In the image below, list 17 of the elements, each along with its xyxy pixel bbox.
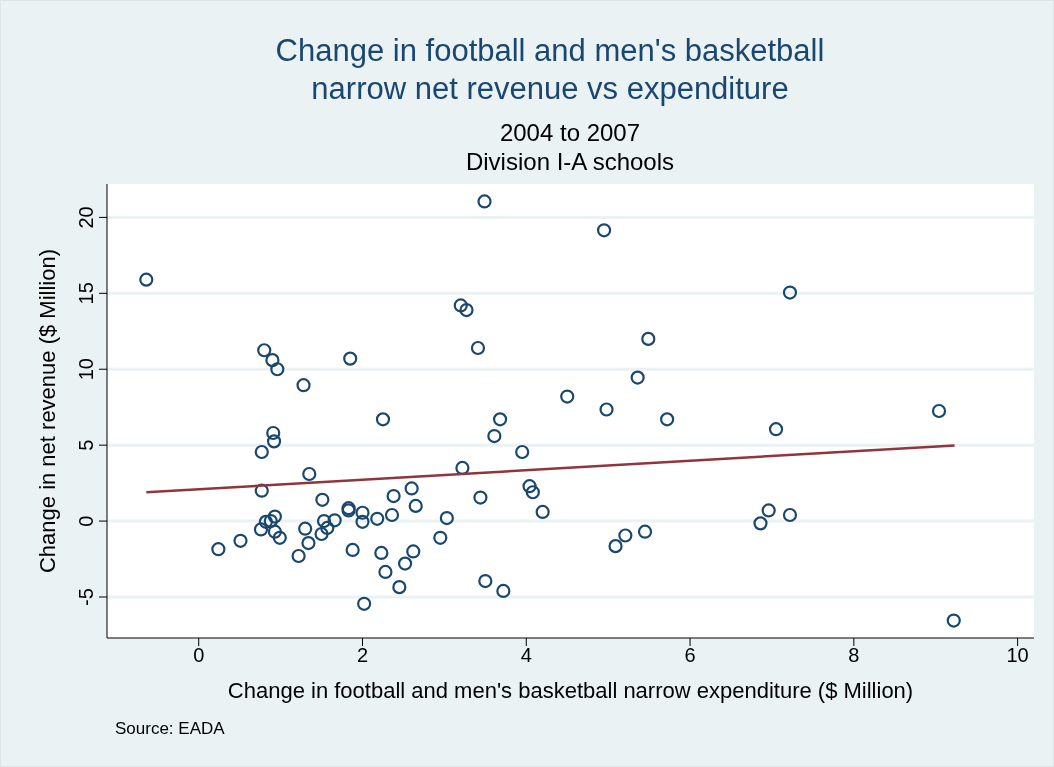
y-tick-label: 20 — [75, 206, 97, 229]
x-tick-label: 10 — [1006, 644, 1029, 667]
y-tick-label: 0 — [75, 515, 97, 527]
y-tick-label: -5 — [75, 588, 97, 606]
chart-title: Change in football and men's basketball narrow net revenue vs expenditure — [275, 33, 825, 106]
x-tick-label: 8 — [848, 644, 860, 667]
x-tick-label: 2 — [356, 644, 369, 667]
x-tick-label: 6 — [684, 644, 696, 667]
x-axis-title: Change in football and men's basketball narrow expenditure ($ Million) — [227, 678, 914, 703]
source-note: Source: EADA — [115, 719, 225, 738]
chart-subtitle: 2004 to 2007 Division I-A schools — [465, 119, 675, 175]
y-tick-label: 15 — [75, 282, 97, 305]
x-tick-label: 4 — [520, 644, 532, 667]
y-axis-title: Change in net revenue ($ Million) — [35, 248, 60, 574]
y-tick-label: 5 — [75, 439, 97, 451]
x-tick-label: 0 — [193, 644, 205, 667]
y-tick-label: 10 — [75, 358, 97, 381]
